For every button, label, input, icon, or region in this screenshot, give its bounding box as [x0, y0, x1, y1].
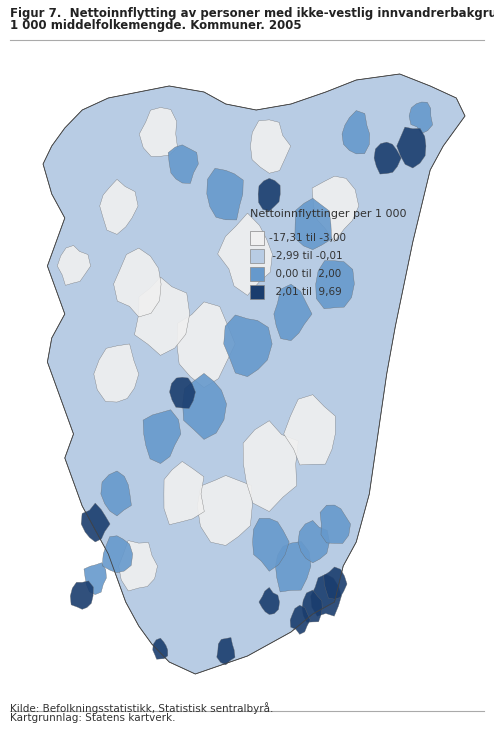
Polygon shape	[342, 111, 370, 154]
Polygon shape	[169, 378, 196, 408]
Text: Nettoinnflyttinger per 1 000: Nettoinnflyttinger per 1 000	[250, 209, 407, 219]
Polygon shape	[258, 179, 280, 211]
Polygon shape	[100, 179, 138, 234]
Polygon shape	[153, 638, 168, 659]
Polygon shape	[374, 142, 401, 174]
Bar	[250, 231, 264, 245]
Text: Kilde: Befolkningsstatistikk, Statistisk sentralbyrå.: Kilde: Befolkningsstatistikk, Statistisk…	[10, 702, 273, 714]
Polygon shape	[224, 315, 272, 377]
Bar	[250, 285, 264, 299]
Text: -2,99 til -0,01: -2,99 til -0,01	[269, 251, 343, 261]
Polygon shape	[274, 284, 312, 340]
Polygon shape	[298, 521, 329, 563]
Polygon shape	[316, 260, 354, 309]
Polygon shape	[183, 373, 227, 440]
Polygon shape	[81, 503, 110, 542]
Polygon shape	[57, 246, 90, 285]
Polygon shape	[284, 394, 335, 465]
Polygon shape	[102, 536, 133, 573]
Polygon shape	[114, 248, 161, 317]
Polygon shape	[397, 127, 426, 168]
Polygon shape	[311, 574, 341, 616]
Polygon shape	[302, 590, 322, 623]
Polygon shape	[276, 542, 311, 592]
Polygon shape	[168, 145, 199, 184]
Polygon shape	[43, 74, 465, 674]
Polygon shape	[177, 302, 235, 388]
Polygon shape	[259, 588, 280, 615]
Polygon shape	[143, 410, 181, 464]
Text: -17,31 til -3,00: -17,31 til -3,00	[269, 233, 346, 243]
Polygon shape	[134, 277, 190, 355]
Polygon shape	[217, 638, 235, 665]
Polygon shape	[312, 176, 359, 242]
Polygon shape	[409, 102, 433, 133]
Polygon shape	[218, 213, 272, 295]
Polygon shape	[250, 120, 290, 174]
Bar	[250, 249, 264, 263]
Polygon shape	[252, 518, 289, 572]
Polygon shape	[295, 198, 331, 249]
Text: 1 000 middelfolkemengde. Kommuner. 2005: 1 000 middelfolkemengde. Kommuner. 2005	[10, 19, 302, 32]
Polygon shape	[324, 567, 347, 599]
Polygon shape	[70, 581, 93, 609]
Text: 0,00 til  2,00: 0,00 til 2,00	[269, 269, 341, 279]
Text: Figur 7.  Nettoinnflytting av personer med ikke-vestlig innvandrerbakgrunn per: Figur 7. Nettoinnflytting av personer me…	[10, 7, 494, 20]
Bar	[250, 267, 264, 281]
Polygon shape	[119, 540, 158, 591]
Polygon shape	[139, 107, 177, 157]
Polygon shape	[94, 344, 139, 402]
Polygon shape	[84, 563, 106, 595]
Polygon shape	[290, 605, 310, 634]
Polygon shape	[197, 475, 252, 545]
Polygon shape	[207, 168, 243, 220]
Polygon shape	[243, 421, 298, 512]
Text: Kartgrunnlag: Statens kartverk.: Kartgrunnlag: Statens kartverk.	[10, 713, 175, 723]
Polygon shape	[164, 461, 205, 525]
Polygon shape	[320, 505, 351, 544]
Text: 2,01 til  9,69: 2,01 til 9,69	[269, 287, 342, 297]
Polygon shape	[101, 471, 131, 516]
